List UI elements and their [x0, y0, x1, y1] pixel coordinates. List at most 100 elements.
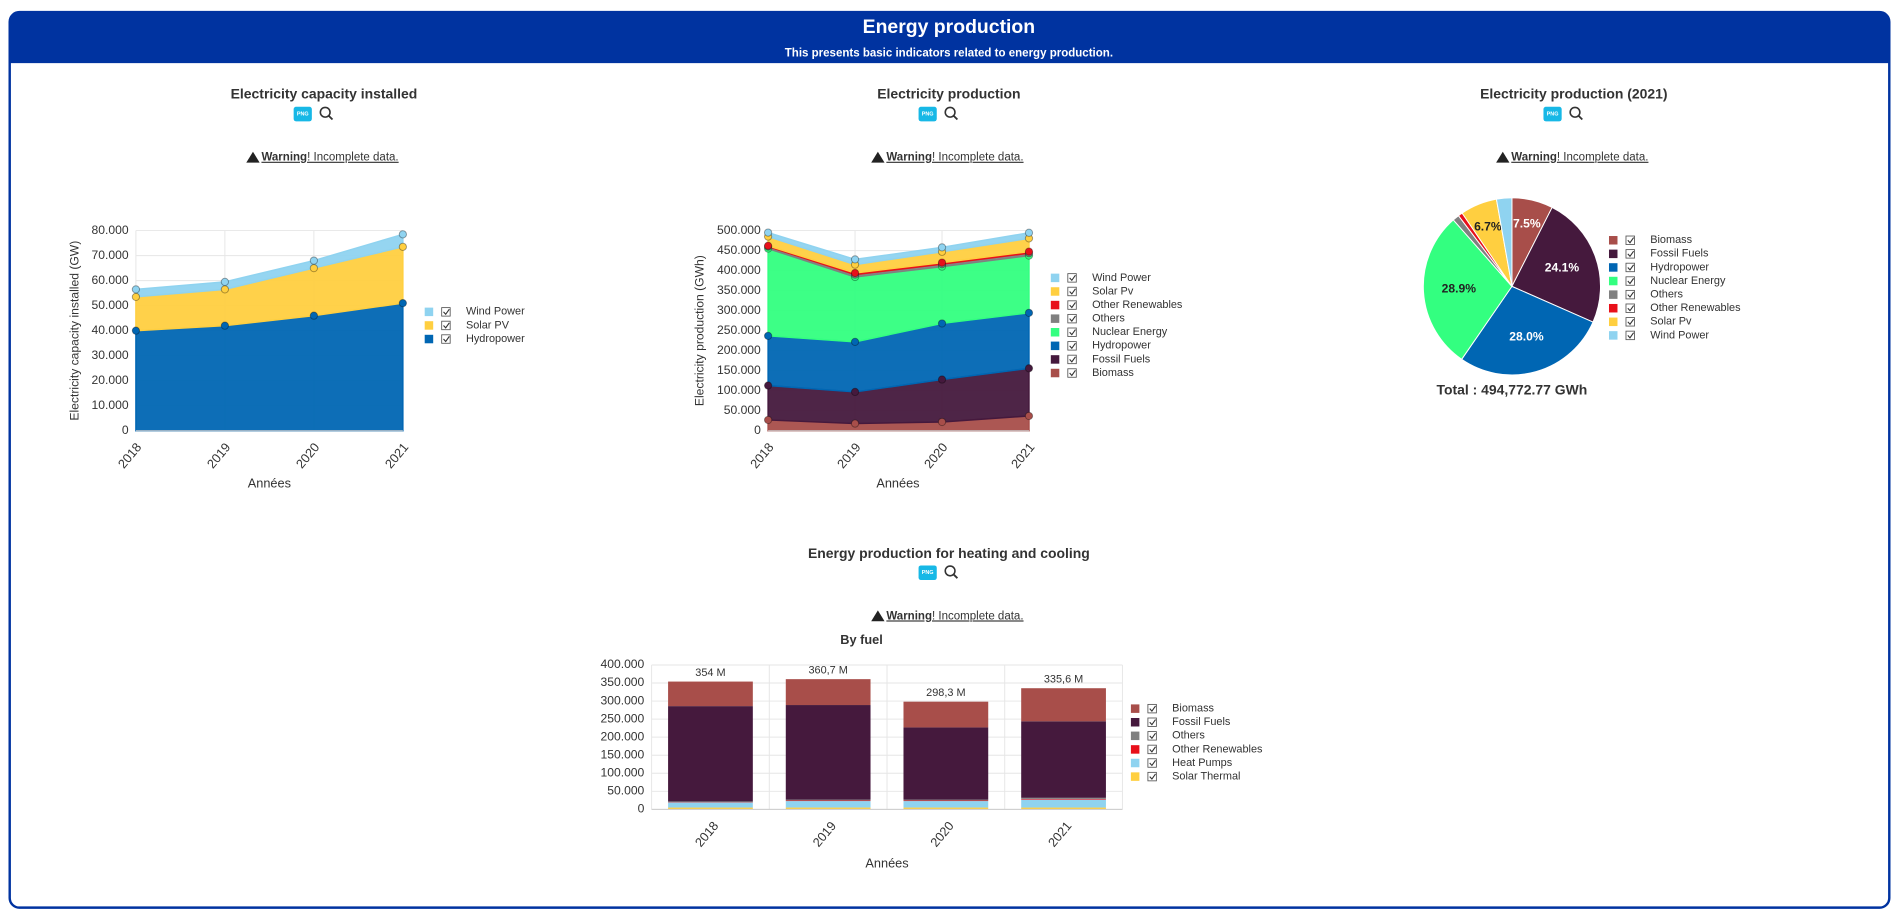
- export-png-label[interactable]: PNG: [922, 570, 934, 576]
- point: [220, 285, 230, 294]
- legend-checkbox[interactable]: [441, 307, 451, 317]
- legend-label[interactable]: Others: [1092, 313, 1125, 325]
- legend-label[interactable]: Other Renewables: [1650, 302, 1741, 314]
- legend-check: [1149, 773, 1156, 780]
- legend-swatch: [1050, 287, 1060, 296]
- legend-checkbox[interactable]: [1067, 341, 1077, 351]
- bar-segment: [668, 706, 753, 802]
- legend-swatch: [1130, 745, 1140, 754]
- legend-label[interactable]: Hydropower: [1092, 340, 1151, 352]
- zoom-icon[interactable]: [944, 106, 956, 118]
- legend-label[interactable]: Others: [1172, 730, 1205, 742]
- export-png-label[interactable]: PNG: [922, 112, 934, 118]
- legend-checkbox[interactable]: [1625, 330, 1635, 341]
- export-png-button[interactable]: [1543, 106, 1562, 122]
- legend-label[interactable]: Wind Power: [466, 306, 525, 318]
- legend-check: [1627, 305, 1635, 312]
- legend-label[interactable]: Wind Power: [1092, 272, 1151, 284]
- export-png-button[interactable]: [918, 106, 937, 122]
- legend-checkbox[interactable]: [1625, 303, 1635, 313]
- zoom-icon[interactable]: [944, 565, 956, 577]
- legend-label[interactable]: Nuclear Energy: [1650, 275, 1726, 287]
- legend-swatch: [1050, 355, 1060, 364]
- legend-label[interactable]: Solar Pv: [1650, 316, 1692, 328]
- legend-label[interactable]: Biomass: [1092, 367, 1134, 379]
- warning-icon: [871, 610, 885, 622]
- legend-checkbox[interactable]: [1147, 731, 1157, 741]
- legend-label[interactable]: Biomass: [1650, 234, 1692, 246]
- legend-label[interactable]: Heat Pumps: [1172, 757, 1233, 769]
- legend-swatch: [1608, 317, 1618, 327]
- legend-label[interactable]: Others: [1650, 289, 1683, 301]
- zoom-icon-handle[interactable]: [1578, 115, 1583, 121]
- y-axis-title: Electricity capacity installed (GW): [67, 241, 81, 421]
- legend-checkbox[interactable]: [1625, 317, 1635, 327]
- x-axis-title: Années: [876, 476, 919, 491]
- export-png-label[interactable]: PNG: [297, 112, 309, 118]
- legend-checkbox[interactable]: [1067, 286, 1077, 297]
- legend-checkbox[interactable]: [1625, 276, 1635, 286]
- bar-segment: [668, 807, 753, 810]
- total-label: 360,7 M: [808, 665, 847, 677]
- legend-checkbox[interactable]: [1067, 300, 1077, 310]
- export-png-button[interactable]: [293, 106, 312, 122]
- pie-slice: [1422, 219, 1513, 361]
- y-tick-label: 70.000: [92, 248, 129, 262]
- bar-segment: [785, 705, 871, 800]
- point: [220, 321, 230, 330]
- legend-checkbox[interactable]: [1067, 273, 1077, 283]
- legend-label[interactable]: Solar PV: [466, 319, 510, 331]
- legend-checkbox[interactable]: [1147, 771, 1157, 782]
- legend-label[interactable]: Hydropower: [466, 333, 525, 345]
- legend-checkbox[interactable]: [441, 320, 451, 331]
- legend-label[interactable]: Biomass: [1172, 703, 1214, 715]
- legend-label[interactable]: Nuclear Energy: [1092, 326, 1168, 338]
- export-png-label[interactable]: PNG: [1547, 112, 1559, 118]
- legend-swatch: [1608, 249, 1618, 259]
- legend-label[interactable]: Solar Pv: [1092, 285, 1134, 297]
- legend-checkbox[interactable]: [1625, 235, 1635, 245]
- legend-checkbox[interactable]: [1147, 717, 1157, 727]
- y-tick-label: 350.000: [717, 283, 761, 297]
- legend-label[interactable]: Fossil Fuels: [1092, 353, 1151, 365]
- bar-segment: [668, 802, 753, 808]
- legend-checkbox[interactable]: [1147, 703, 1157, 714]
- legend-label[interactable]: Wind Power: [1650, 329, 1709, 341]
- legend-checkbox[interactable]: [1625, 249, 1635, 259]
- zoom-icon[interactable]: [319, 106, 331, 118]
- legend-label[interactable]: Other Renewables: [1092, 299, 1183, 311]
- legend-check: [1069, 315, 1076, 322]
- point: [1024, 364, 1034, 373]
- legend-check: [1149, 705, 1156, 712]
- legend-checkbox[interactable]: [1067, 313, 1077, 324]
- legend-check: [1627, 332, 1635, 339]
- legend-label[interactable]: Hydropower: [1650, 261, 1709, 273]
- legend-swatch: [1050, 273, 1060, 283]
- legend-checkbox[interactable]: [1147, 758, 1157, 768]
- legend-checkbox[interactable]: [1067, 327, 1077, 337]
- zoom-icon-handle[interactable]: [953, 115, 959, 121]
- legend-checkbox[interactable]: [441, 334, 451, 344]
- legend-label[interactable]: Fossil Fuels: [1172, 716, 1231, 728]
- legend-checkbox[interactable]: [1625, 262, 1635, 273]
- warning-text: ! Incomplete data.: [932, 610, 1024, 622]
- y-tick-label: 150.000: [717, 363, 761, 377]
- zoom-icon-handle[interactable]: [328, 115, 334, 121]
- zoom-icon[interactable]: [1569, 106, 1581, 118]
- y-tick-label: 20.000: [92, 373, 129, 387]
- zoom-icon-handle[interactable]: [953, 573, 959, 579]
- legend-label[interactable]: Solar Thermal: [1172, 770, 1240, 782]
- legend-checkbox[interactable]: [1625, 289, 1635, 300]
- legend-checkbox[interactable]: [1147, 744, 1157, 755]
- point: [937, 375, 947, 384]
- legend-swatch: [1130, 717, 1140, 727]
- x-axis-title: Années: [248, 476, 291, 491]
- legend-checkbox[interactable]: [1067, 368, 1077, 378]
- legend-label[interactable]: Fossil Fuels: [1650, 248, 1709, 260]
- legend-label[interactable]: Other Renewables: [1172, 743, 1263, 755]
- export-png-button[interactable]: [918, 565, 937, 581]
- chart-title: Electricity capacity installed: [231, 85, 418, 101]
- legend-checkbox[interactable]: [1067, 354, 1077, 365]
- bar-segment: [785, 679, 871, 706]
- legend-check: [1627, 318, 1635, 326]
